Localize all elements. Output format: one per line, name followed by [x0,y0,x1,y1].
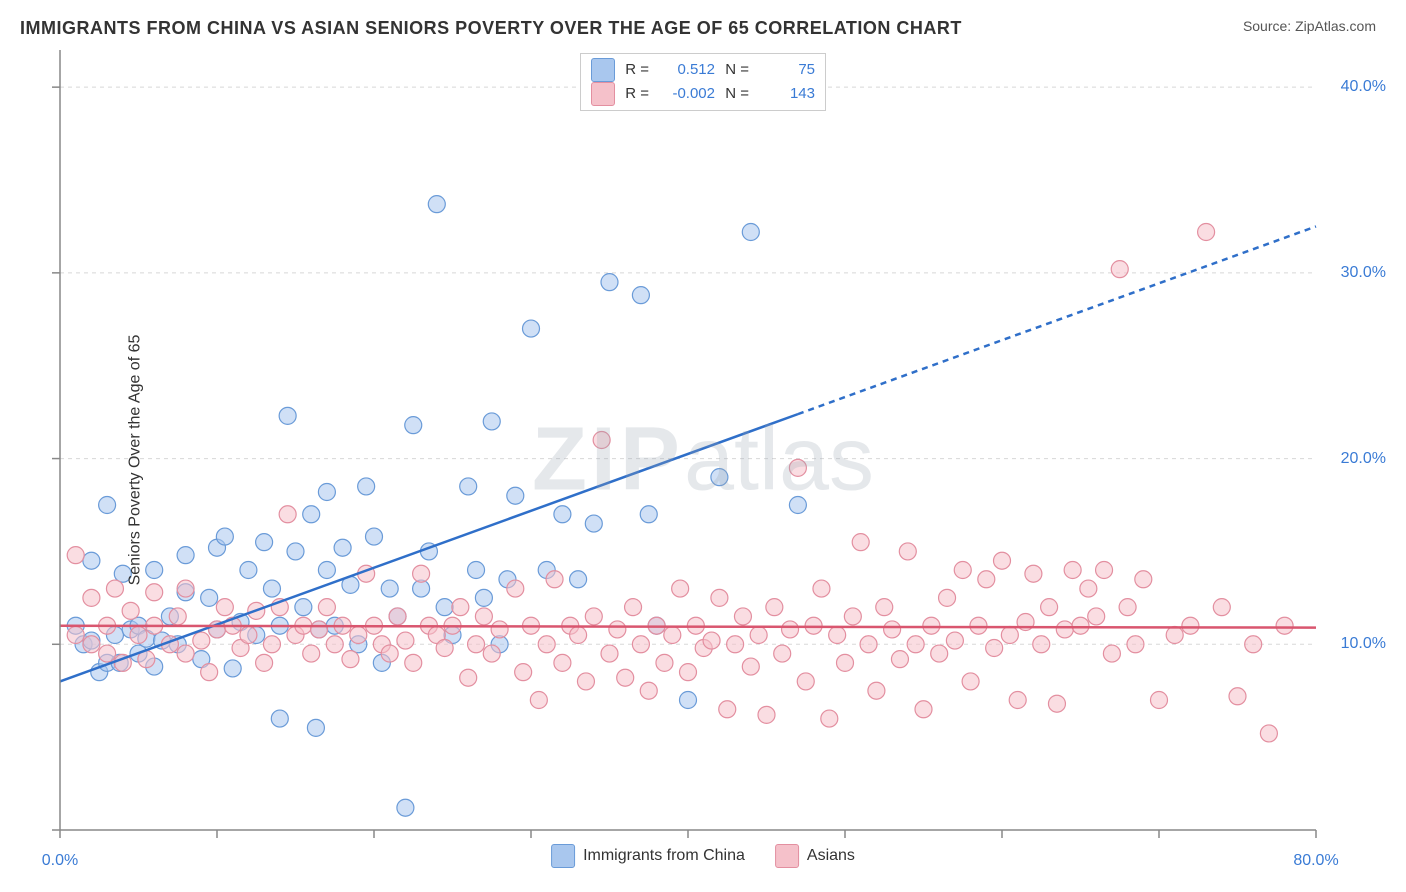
chart-area: Seniors Poverty Over the Age of 65 ZIPat… [20,50,1386,870]
legend-label: Immigrants from China [583,847,745,865]
legend-item: Immigrants from China [551,844,745,868]
r-value: 0.512 [655,58,715,82]
legend-swatch [775,844,799,868]
chart-title: IMMIGRANTS FROM CHINA VS ASIAN SENIORS P… [20,18,962,39]
legend-swatch [591,82,615,106]
legend-item: Asians [775,844,855,868]
series-legend: Immigrants from China Asians [551,844,855,868]
legend-swatch [591,58,615,82]
r-label: R = [621,82,649,106]
source-citation: Source: ZipAtlas.com [1243,18,1376,34]
scatter-plot-svg [20,50,1386,870]
r-value: -0.002 [655,82,715,106]
n-label: N = [721,58,749,82]
y-tick-label: 30.0% [1341,264,1386,282]
legend-swatch [551,844,575,868]
x-tick-label: 80.0% [1293,852,1338,870]
x-tick-label: 0.0% [42,852,78,870]
legend-stat-row: R =-0.002N =143 [591,82,815,106]
y-tick-label: 10.0% [1341,635,1386,653]
n-label: N = [721,82,749,106]
legend-stat-row: R =0.512N =75 [591,58,815,82]
correlation-legend: R =0.512N =75R =-0.002N =143 [580,53,826,111]
y-axis-label: Seniors Poverty Over the Age of 65 [126,335,144,586]
y-tick-label: 20.0% [1341,450,1386,468]
y-tick-label: 40.0% [1341,78,1386,96]
source-prefix: Source: [1243,18,1295,34]
legend-label: Asians [807,847,855,865]
r-label: R = [621,58,649,82]
source-name: ZipAtlas.com [1295,18,1376,34]
n-value: 143 [755,82,815,106]
n-value: 75 [755,58,815,82]
